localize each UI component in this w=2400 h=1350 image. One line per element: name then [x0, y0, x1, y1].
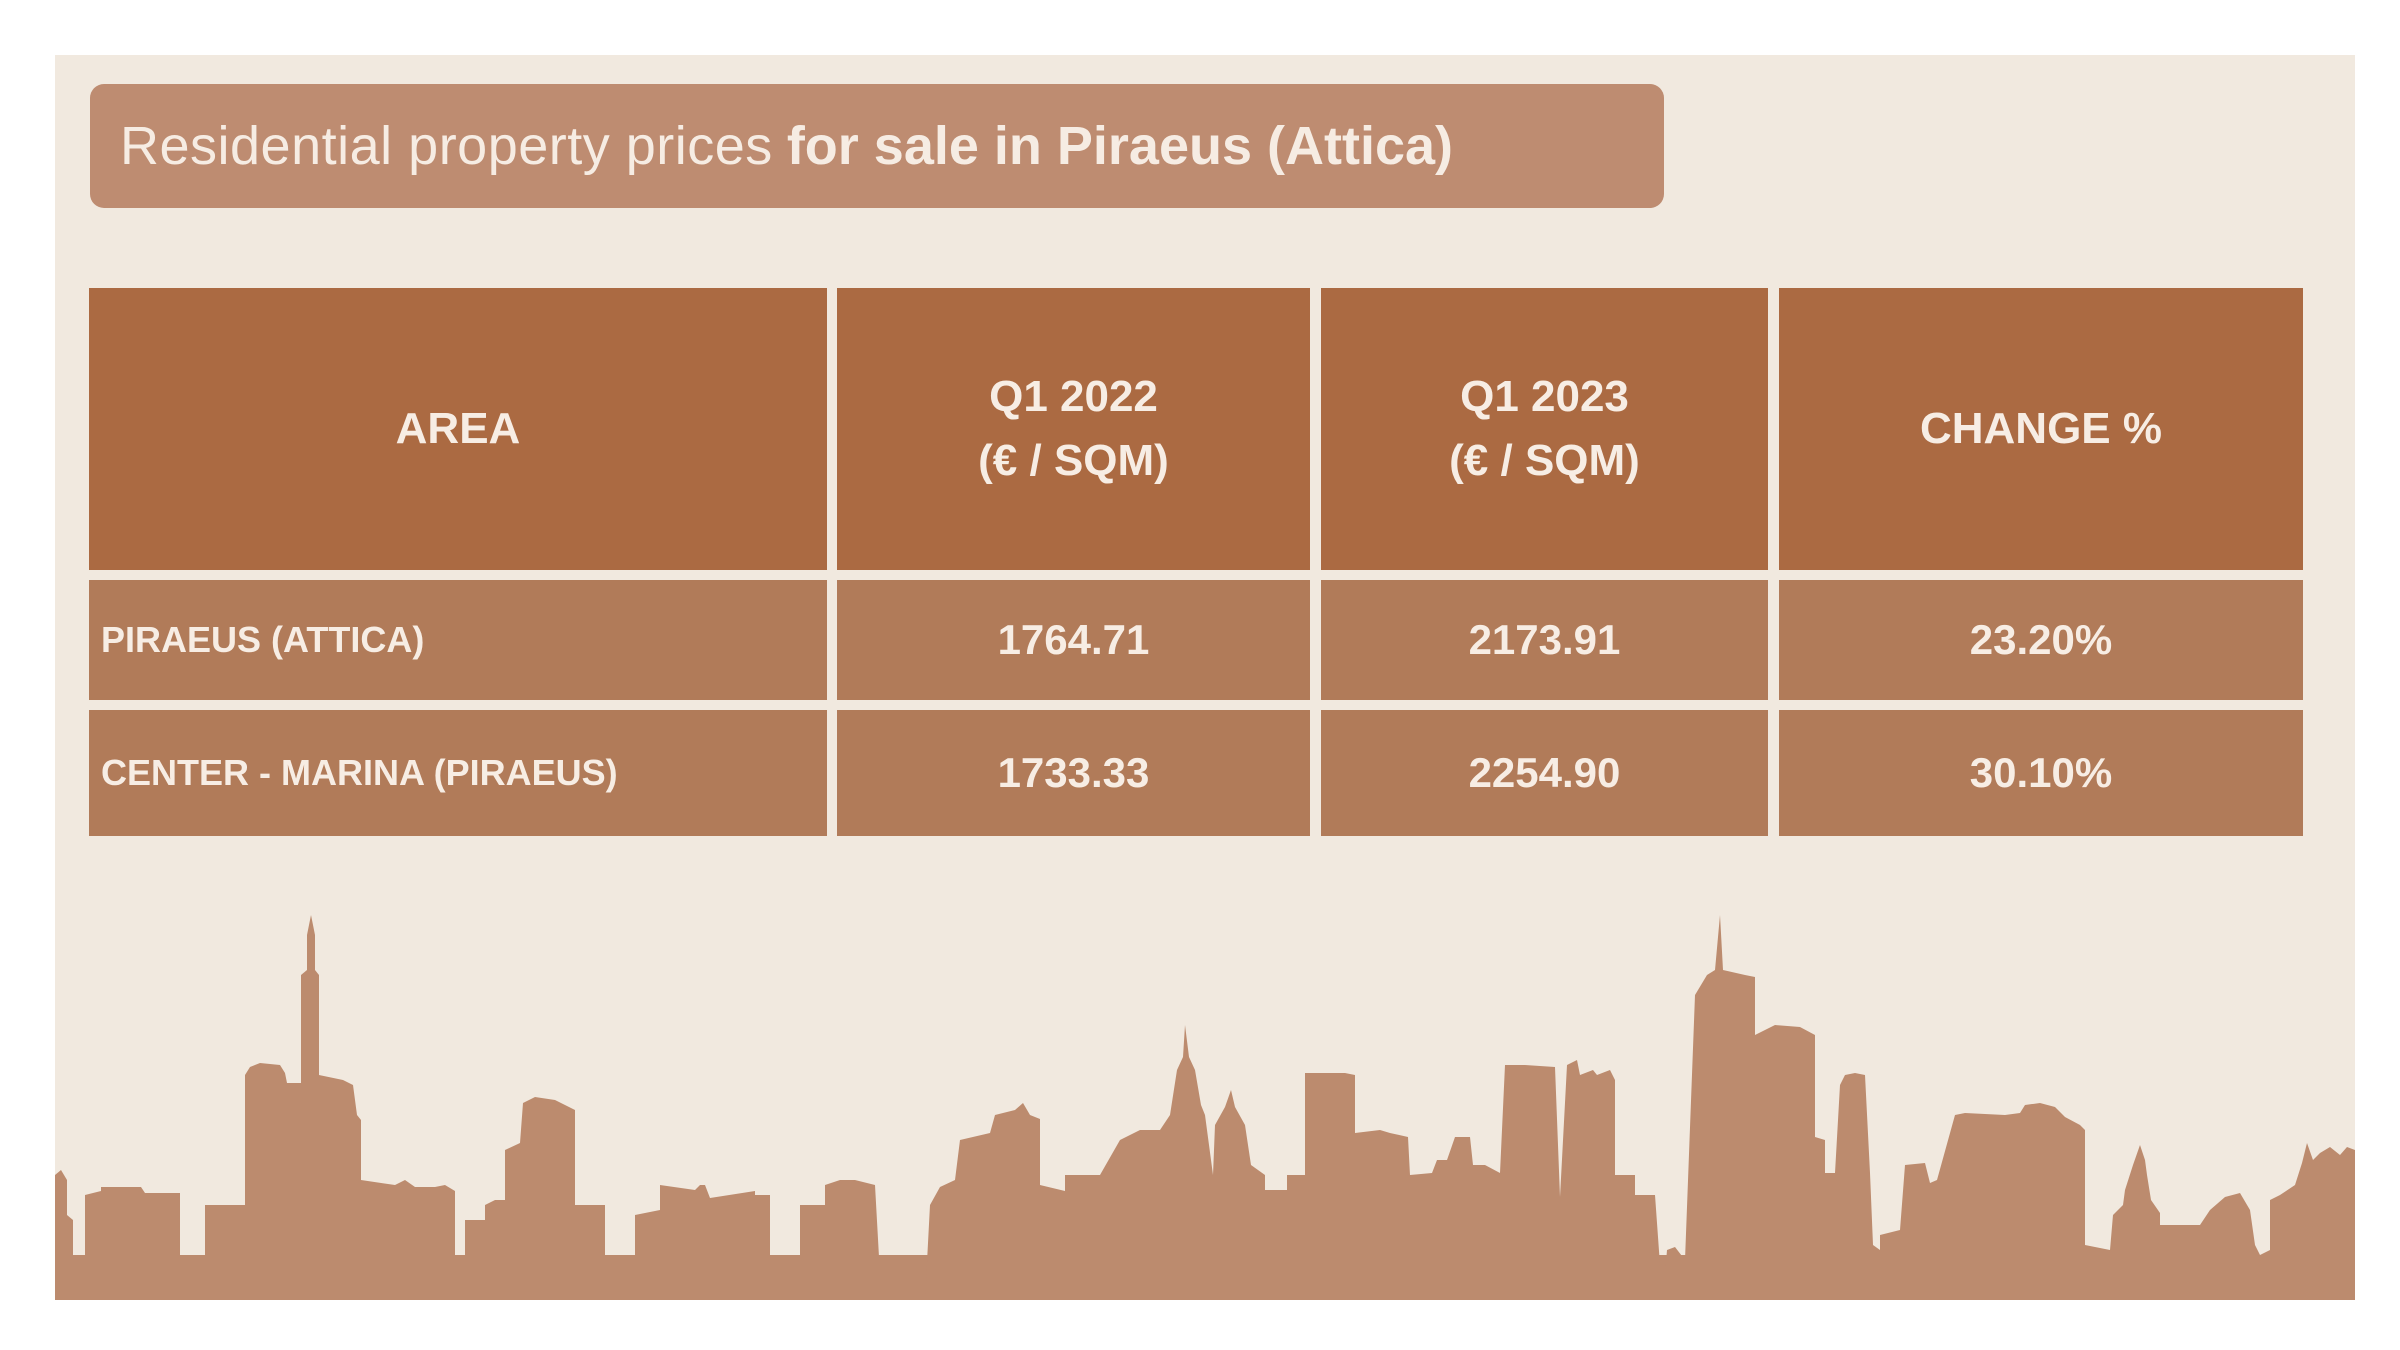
infographic-card: Residential property prices for sale in … — [55, 55, 2355, 1300]
header-cell-area: AREA — [89, 288, 827, 570]
table-row-1-q1-2022: 1764.71 — [837, 580, 1310, 700]
table-row-2-area: CENTER - MARINA (PIRAEUS) — [89, 710, 827, 836]
table-row-2-q1-2023: 2254.90 — [1321, 710, 1768, 836]
header-q1-2023-unit: (€ / SQM) — [1449, 436, 1640, 485]
header-area-label: AREA — [395, 404, 521, 453]
table-row-1-q1-2023: 2173.91 — [1321, 580, 1768, 700]
title-light-text: Residential property prices — [120, 116, 773, 176]
header-cell-change: CHANGE % — [1779, 288, 2303, 570]
header-change-label: CHANGE % — [1919, 404, 2163, 453]
table-row-1-area: PIRAEUS (ATTICA) — [89, 580, 827, 700]
city-skyline-illustration — [55, 915, 2355, 1300]
table-row-2-q1-2022: 1733.33 — [837, 710, 1310, 836]
header-cell-q1-2023: Q1 2023 (€ / SQM) — [1321, 288, 1768, 570]
page-title: Residential property prices for sale in … — [90, 84, 1664, 208]
header-q1-2022-label: Q1 2022 — [989, 372, 1158, 421]
header-cell-q1-2022: Q1 2022 (€ / SQM) — [837, 288, 1310, 570]
table-row-2-change: 30.10% — [1779, 710, 2303, 836]
table-row-1-change: 23.20% — [1779, 580, 2303, 700]
header-q1-2023-label: Q1 2023 — [1460, 372, 1629, 421]
header-q1-2022-unit: (€ / SQM) — [978, 436, 1169, 485]
title-bold-text: for sale in Piraeus (Attica) — [786, 116, 1454, 176]
